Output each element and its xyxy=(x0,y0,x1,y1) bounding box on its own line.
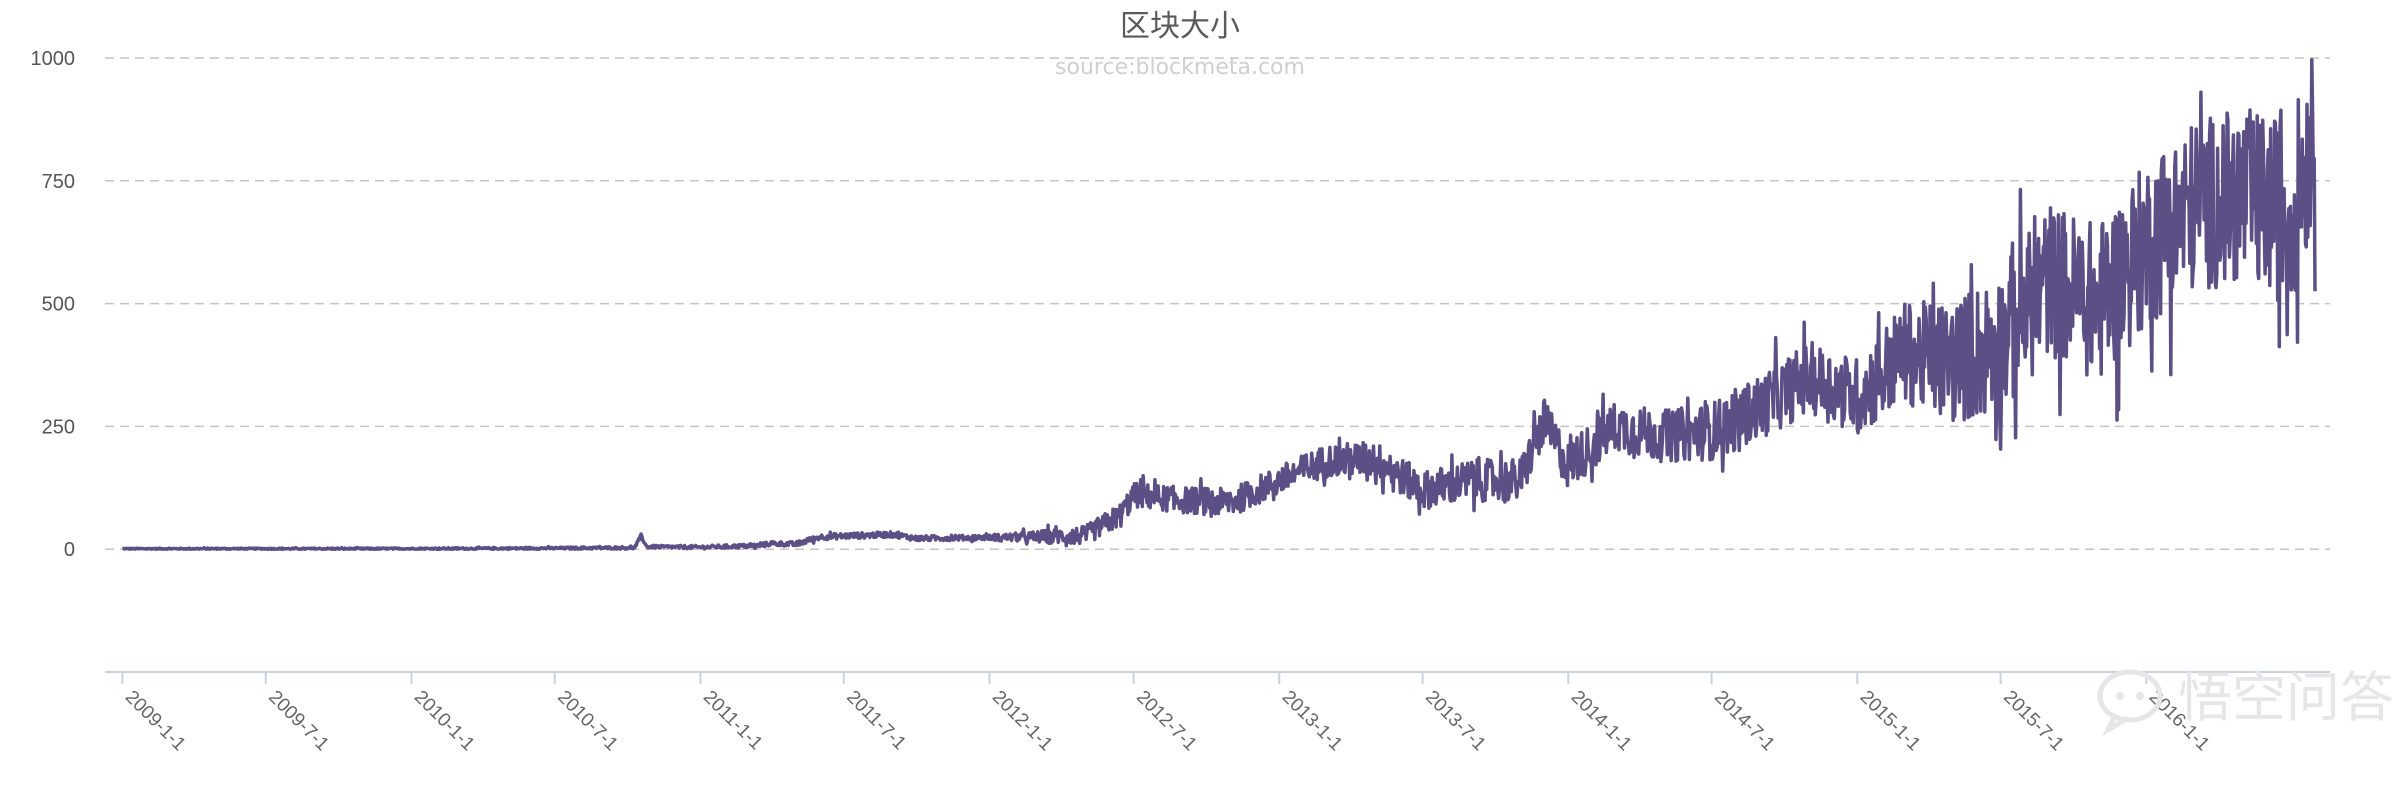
gridlines xyxy=(105,57,2330,550)
watermark: 悟空问答 xyxy=(2097,666,2394,737)
x-tick-label: 2011-1-1 xyxy=(699,687,767,755)
x-tick-label: 2013-7-1 xyxy=(1421,687,1490,756)
chart-title: 区块大小 xyxy=(1120,9,1240,44)
x-tick-label: 2012-1-1 xyxy=(988,687,1057,756)
x-tick-label: 2014-1-1 xyxy=(1567,687,1636,756)
x-tick-label: 2015-1-1 xyxy=(1856,687,1925,756)
x-tick-label: 2009-7-1 xyxy=(264,687,333,756)
watermark-text: 悟空问答 xyxy=(2178,666,2394,729)
series-line xyxy=(121,57,2317,551)
y-tick-label: 250 xyxy=(42,416,75,438)
x-tick-label: 2014-7-1 xyxy=(1710,687,1779,756)
x-tick-label: 2011-7-1 xyxy=(842,687,910,755)
y-tick-label: 500 xyxy=(42,294,75,316)
x-tick-label: 2009-1-1 xyxy=(121,687,190,756)
y-tick-label: 0 xyxy=(64,539,75,561)
x-tick-label: 2015-7-1 xyxy=(1999,687,2068,756)
y-axis-tick-labels: 0 250 500 750 1000 xyxy=(31,48,76,561)
x-tick-label: 2012-7-1 xyxy=(1132,687,1201,756)
x-axis: 2009-1-1 2009-7-1 2010-1-1 2010-7-1 2011-1-1… xyxy=(105,671,2330,756)
chat-bubble-icon xyxy=(2097,669,2163,737)
x-tick-label: 2010-1-1 xyxy=(410,687,479,756)
y-tick-label: 750 xyxy=(42,171,75,193)
x-tick-label: 2013-1-1 xyxy=(1278,687,1347,756)
y-tick-label: 1000 xyxy=(31,48,76,70)
x-tick-label: 2010-7-1 xyxy=(553,687,622,756)
series-layer xyxy=(121,57,2317,551)
chart-subtitle: source:blockmeta.com xyxy=(1055,55,1305,80)
